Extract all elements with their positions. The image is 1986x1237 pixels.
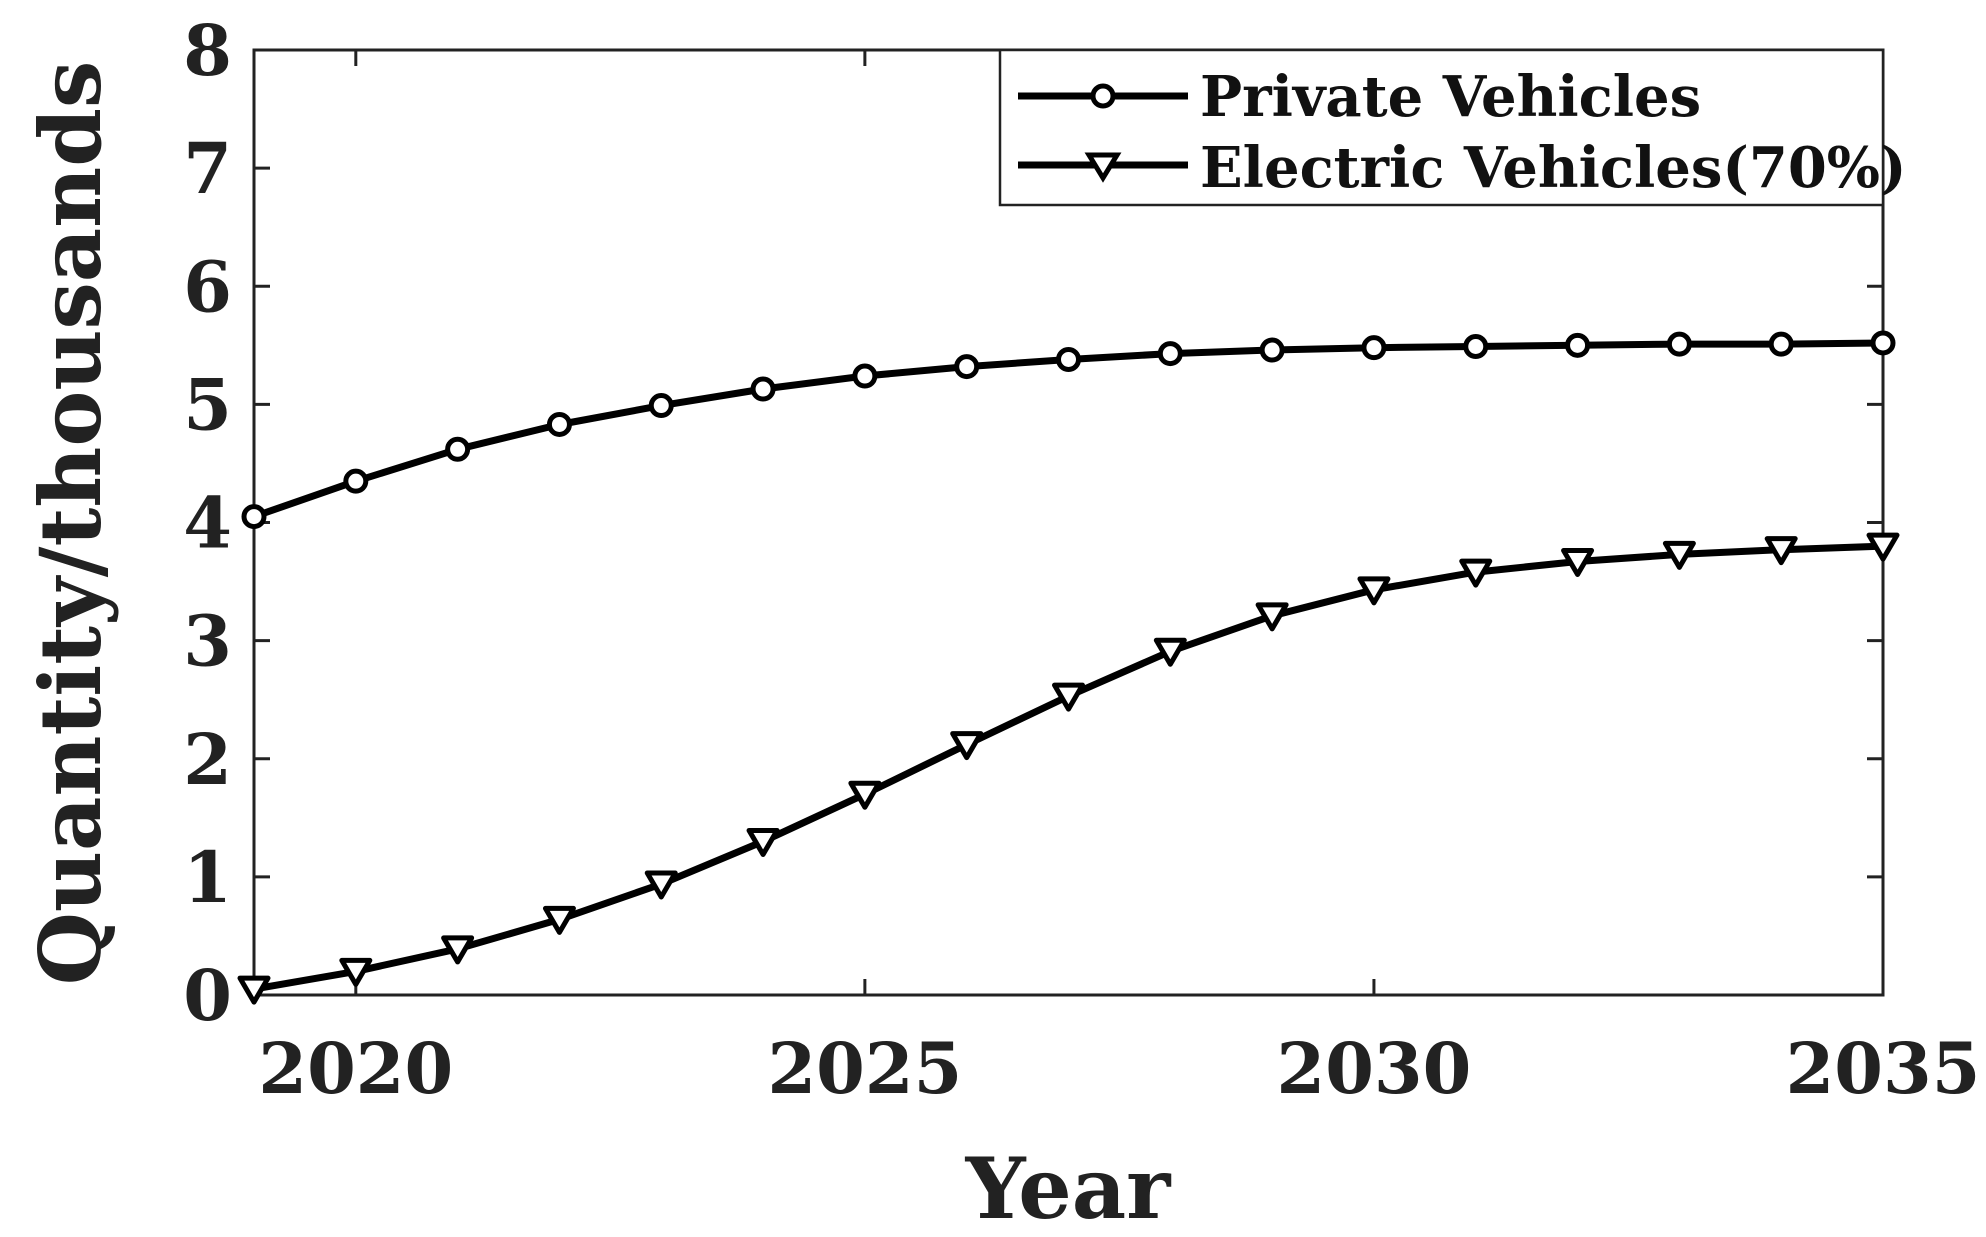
data-point-private-vehicles — [1259, 337, 1285, 363]
data-point-private-vehicles — [648, 393, 674, 419]
legend-marker-electric-vehicles — [1084, 152, 1122, 183]
data-point-electric-vehicles-70 — [1255, 602, 1289, 632]
legend-label-private-vehicles: Private Vehicles — [1200, 64, 1701, 130]
data-point-electric-vehicles-70 — [1662, 540, 1696, 570]
data-point-electric-vehicles-70 — [1459, 558, 1493, 588]
data-point-electric-vehicles-70 — [441, 935, 475, 965]
series-layer — [237, 330, 1900, 1005]
data-point-private-vehicles — [1565, 332, 1591, 358]
x-tick-label: 2025 — [767, 1027, 962, 1110]
series-line-electric-vehicles-70 — [253, 542, 1884, 993]
data-point-private-vehicles — [1056, 346, 1081, 372]
data-point-private-vehicles — [954, 354, 980, 380]
data-point-electric-vehicles-70 — [237, 975, 271, 1005]
data-point-private-vehicles — [445, 436, 471, 462]
data-point-private-vehicles — [852, 363, 878, 389]
y-axis-label: Quantity/thousands — [21, 61, 120, 986]
legend-marker-private-vehicles — [1090, 83, 1116, 109]
data-point-electric-vehicles-70 — [950, 731, 984, 761]
data-point-electric-vehicles-70 — [1561, 547, 1595, 577]
y-tick-label: 8 — [183, 9, 232, 92]
data-point-electric-vehicles-70 — [1866, 532, 1900, 562]
data-point-private-vehicles — [241, 504, 267, 530]
legend-box — [998, 48, 1885, 207]
legend: Private Vehicles Electric Vehicles(70%) — [998, 48, 1907, 207]
data-point-private-vehicles — [750, 376, 776, 402]
data-point-electric-vehicles-70 — [1764, 536, 1798, 566]
legend-label-electric-vehicles: Electric Vehicles(70%) — [1200, 135, 1907, 201]
y-axis: 0 1 2 3 4 5 6 7 8 — [183, 9, 1883, 1037]
y-tick-label: 4 — [183, 482, 232, 565]
x-axis-label: Year — [965, 1139, 1173, 1237]
y-tick-label: 0 — [183, 954, 232, 1037]
x-tick-label: 2035 — [1786, 1027, 1981, 1110]
data-point-private-vehicles — [1157, 341, 1183, 367]
y-tick-label: 2 — [183, 718, 232, 801]
data-point-electric-vehicles-70 — [1153, 637, 1187, 667]
data-point-private-vehicles — [1768, 331, 1794, 357]
data-point-electric-vehicles-70 — [1052, 682, 1085, 712]
data-point-private-vehicles — [1666, 331, 1692, 357]
y-tick-label: 6 — [183, 245, 232, 328]
data-point-private-vehicles — [343, 468, 369, 494]
x-axis: 2020 2025 2030 2035 — [258, 50, 1980, 1110]
data-point-electric-vehicles-70 — [339, 957, 373, 987]
data-point-private-vehicles — [1463, 333, 1489, 359]
data-point-electric-vehicles-70 — [542, 905, 576, 935]
data-point-electric-vehicles-70 — [848, 780, 882, 810]
data-point-electric-vehicles-70 — [1357, 576, 1391, 606]
data-point-private-vehicles — [1870, 330, 1896, 356]
data-point-electric-vehicles-70 — [644, 870, 678, 900]
data-point-private-vehicles — [546, 411, 572, 437]
x-tick-label: 2030 — [1277, 1027, 1472, 1110]
y-tick-label: 3 — [183, 600, 232, 683]
y-tick-label: 1 — [183, 836, 232, 919]
y-tick-label: 5 — [183, 363, 232, 446]
y-tick-label: 7 — [183, 127, 232, 210]
x-tick-label: 2020 — [258, 1027, 453, 1110]
data-point-electric-vehicles-70 — [746, 827, 780, 857]
data-point-private-vehicles — [1361, 335, 1387, 361]
